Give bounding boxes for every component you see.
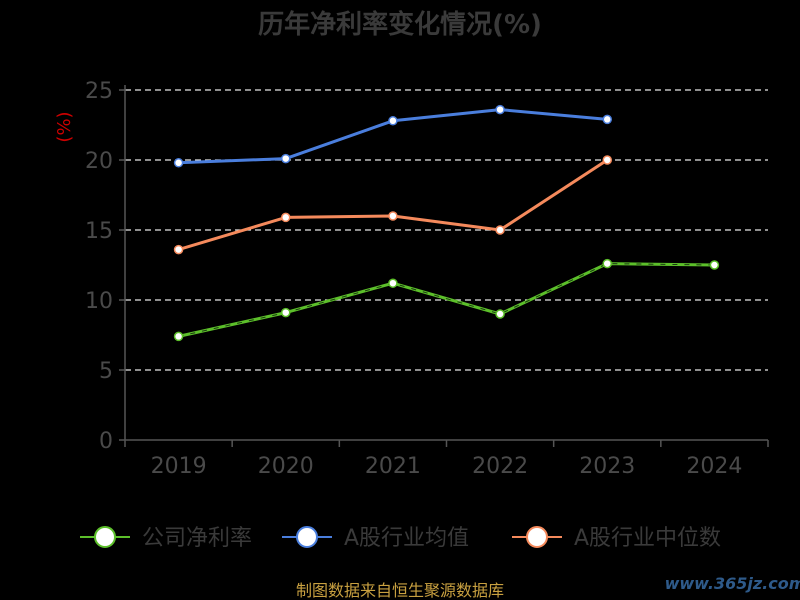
data-point xyxy=(709,260,720,270)
data-point xyxy=(281,307,291,318)
data-point xyxy=(173,331,184,342)
series-1 xyxy=(173,258,720,342)
series-line-overlay xyxy=(178,263,715,337)
legend-item-2[interactable]: A股行业均值 xyxy=(282,526,469,551)
y-tick-label: 0 xyxy=(99,429,113,454)
data-source-text: 制图数据来自恒生聚源数据库 xyxy=(296,581,504,600)
series-2 xyxy=(173,104,612,168)
legend-item-1[interactable]: 公司净利率 xyxy=(80,526,252,551)
series xyxy=(173,104,720,342)
y-tick-label: 20 xyxy=(85,149,113,174)
data-point xyxy=(281,153,291,164)
series-3 xyxy=(173,155,612,255)
x-tick-label: 2021 xyxy=(365,454,421,479)
legend-item-3[interactable]: A股行业中位数 xyxy=(512,526,721,551)
data-point xyxy=(388,116,398,126)
y-tick-label: 5 xyxy=(99,359,113,384)
data-point xyxy=(495,309,505,319)
legend-label: A股行业均值 xyxy=(344,526,469,551)
y-axis-label: (%) xyxy=(54,111,75,142)
data-point xyxy=(495,104,505,115)
watermark-text: www.365jz.com xyxy=(665,574,800,593)
data-point xyxy=(173,158,184,168)
y-tick-label: 15 xyxy=(85,219,113,244)
axes: 0 5 10 15 20 25 2019 2020 2021 2022 2023 2024 xyxy=(85,79,769,479)
legend: 公司净利率 A股行业均值 A股行业中位数 xyxy=(80,526,721,551)
data-point xyxy=(388,211,398,221)
data-point xyxy=(173,244,184,255)
y-tick-label: 25 xyxy=(85,79,113,104)
legend-label: A股行业中位数 xyxy=(574,526,721,551)
x-tick-label: 2022 xyxy=(472,454,528,479)
legend-swatch-marker xyxy=(296,526,318,548)
legend-label: 公司净利率 xyxy=(142,526,252,551)
data-point xyxy=(602,114,612,125)
y-tick-label: 10 xyxy=(85,289,113,314)
legend-swatch-marker xyxy=(94,526,116,548)
data-point xyxy=(602,258,612,269)
x-tick-label: 2019 xyxy=(151,454,207,479)
data-point xyxy=(602,155,612,165)
data-point xyxy=(281,212,291,223)
data-point xyxy=(495,225,505,235)
x-tick-label: 2024 xyxy=(686,454,742,479)
x-tick-label: 2020 xyxy=(258,454,314,479)
x-tick-label: 2023 xyxy=(579,454,635,479)
data-point xyxy=(388,278,398,288)
legend-swatch-marker xyxy=(526,526,548,548)
chart-title: 历年净利率变化情况(%) xyxy=(258,9,542,40)
series-line xyxy=(178,158,609,252)
